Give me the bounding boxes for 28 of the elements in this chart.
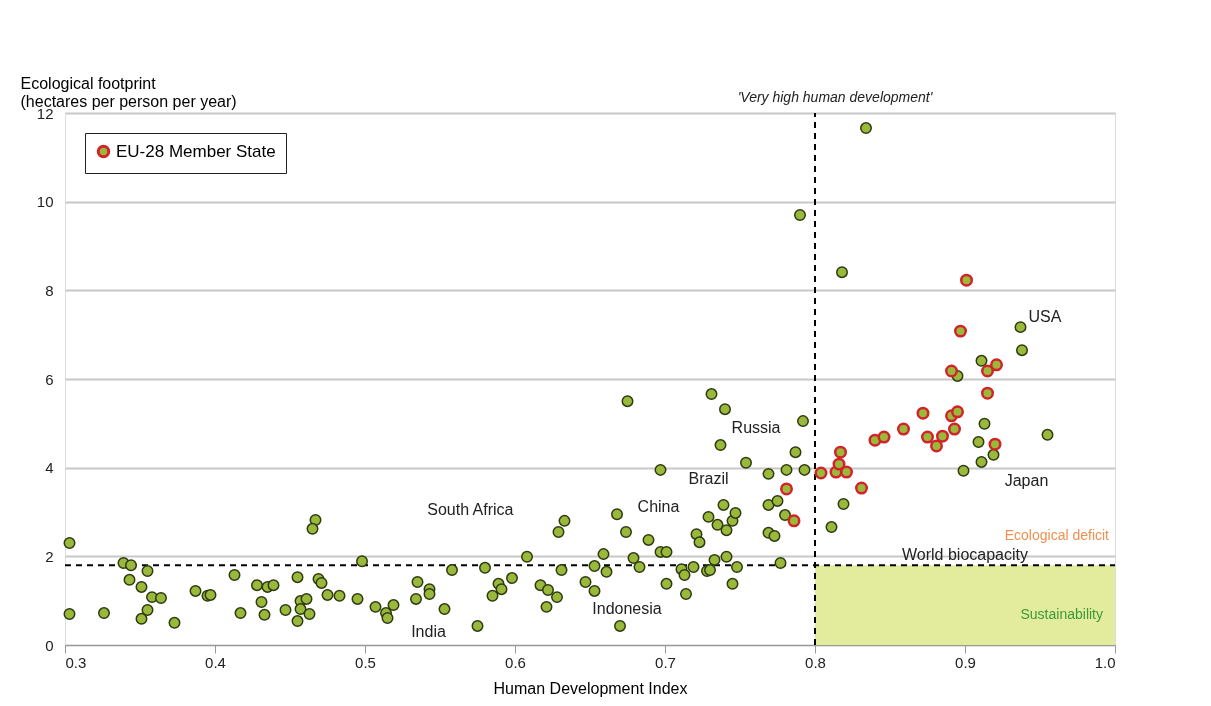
annotation: USA xyxy=(1028,308,1062,326)
x-tick-label: 0.4 xyxy=(205,653,226,671)
annotation: Ecological deficit xyxy=(1004,527,1110,544)
annotation: Brazil xyxy=(688,469,729,487)
annotation: India xyxy=(411,623,446,641)
y-tick-label: 8 xyxy=(45,281,54,299)
x-tick-label: 0.6 xyxy=(505,653,526,671)
y-tick-label: 2 xyxy=(45,547,54,565)
y-tick-label: 0 xyxy=(45,636,54,654)
ref-line-label: World biocapacity xyxy=(902,546,1028,564)
legend-label: EU-28 Member State xyxy=(116,141,276,161)
annotation: Indonesia xyxy=(592,600,662,618)
x-tick-label: 0.5 xyxy=(355,653,376,671)
ref-line-label: 'Very high human development' xyxy=(737,89,934,105)
annotation: Japan xyxy=(1004,471,1049,489)
x-tick-label: 0.3 xyxy=(65,653,87,671)
y-tick-label: 6 xyxy=(45,370,54,388)
y-tick-label: 4 xyxy=(45,459,54,477)
annotation: Russia xyxy=(731,419,781,437)
x-tick-label: 0.9 xyxy=(955,653,976,671)
x-tick-label: 1.0 xyxy=(1094,653,1116,671)
band-label: Sustainability xyxy=(1020,606,1103,623)
x-axis-title: Human Development Index xyxy=(493,679,688,697)
annotation: China xyxy=(637,497,680,515)
y-tick-label: 10 xyxy=(36,193,54,211)
x-tick-label: 0.8 xyxy=(805,653,826,671)
annotation: South Africa xyxy=(427,500,514,518)
x-tick-label: 0.7 xyxy=(655,653,676,671)
